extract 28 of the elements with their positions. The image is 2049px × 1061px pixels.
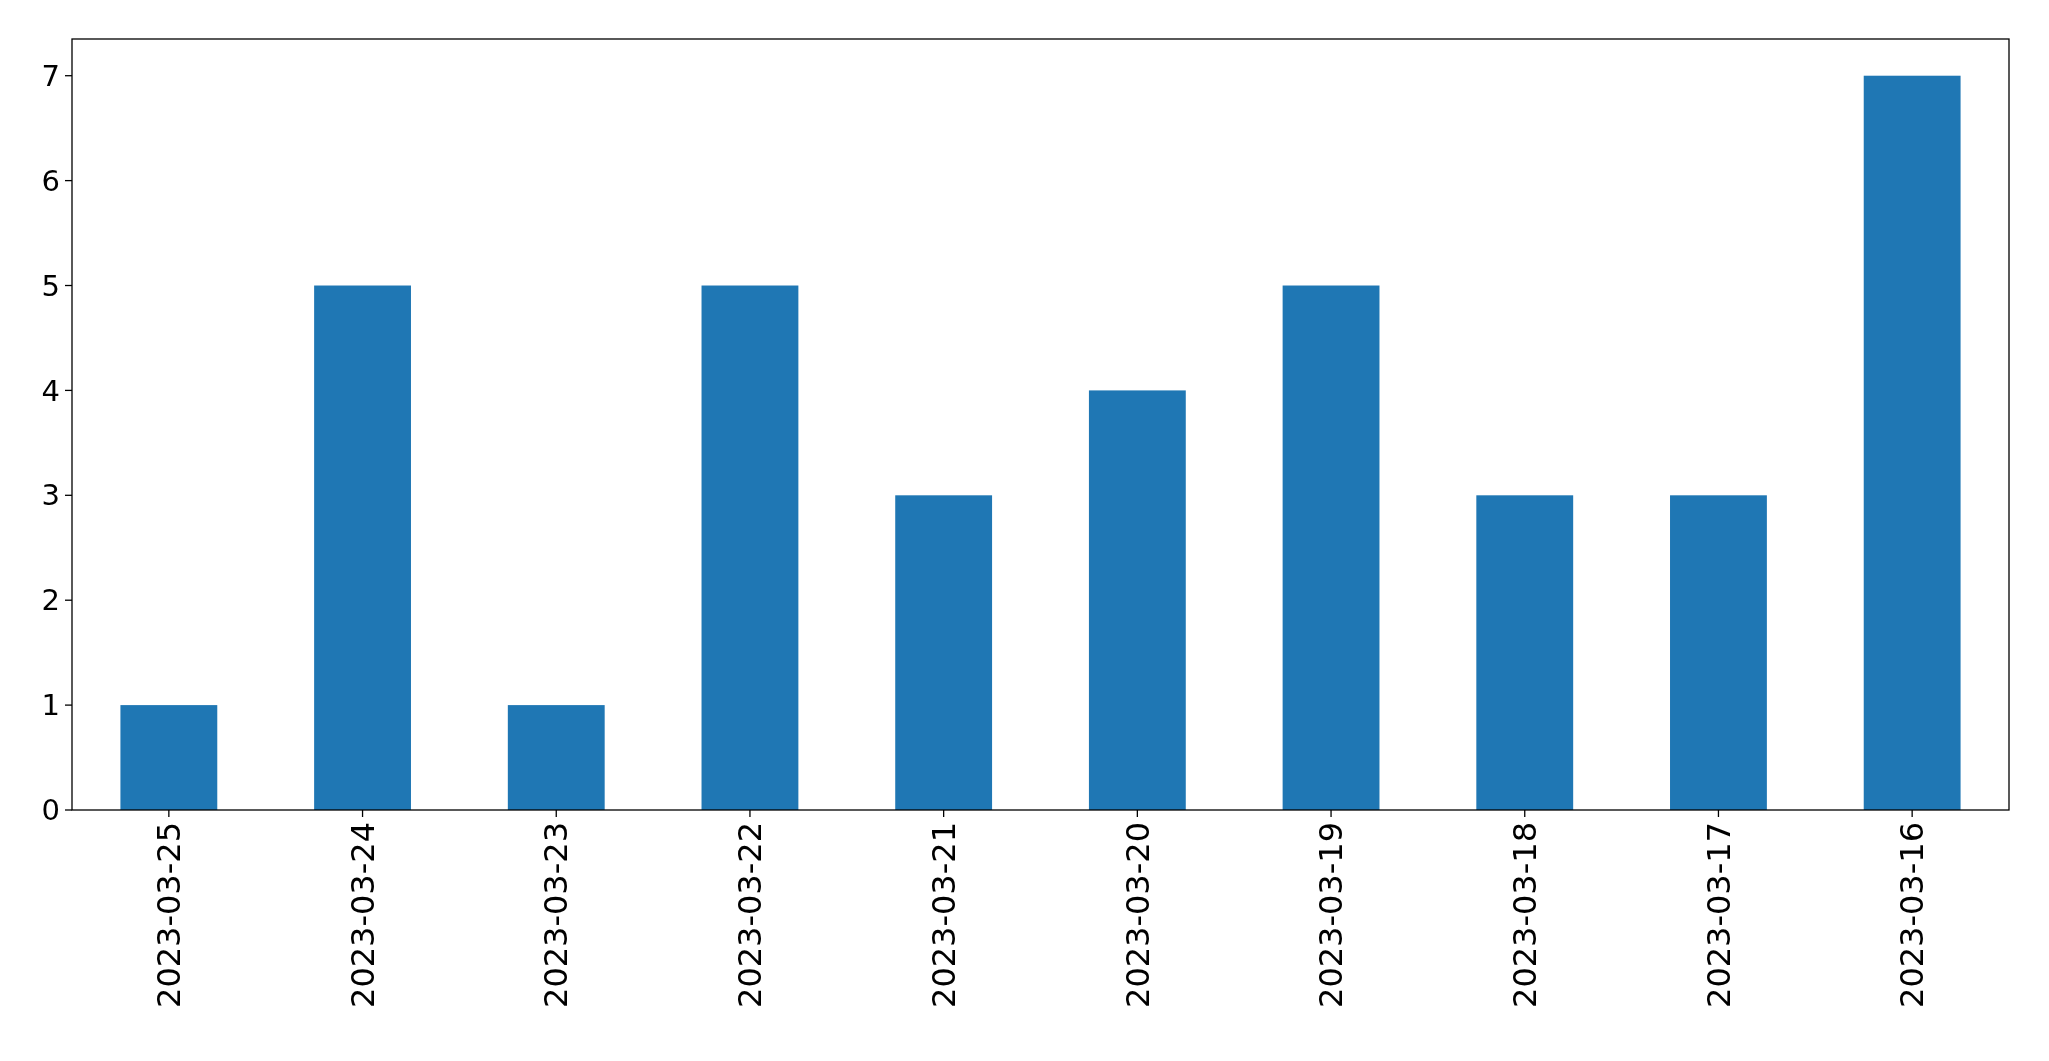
y-tick-label: 1 xyxy=(41,688,60,723)
y-tick-label: 7 xyxy=(41,58,60,93)
bar xyxy=(507,705,605,810)
x-tick-label: 2023-03-18 xyxy=(1505,822,1544,1008)
bar xyxy=(1670,495,1767,810)
x-tick-label: 2023-03-24 xyxy=(343,822,382,1008)
y-tick-label: 6 xyxy=(41,163,60,198)
x-tick-label: 2023-03-19 xyxy=(1312,822,1351,1008)
y-tick-label: 0 xyxy=(41,793,60,828)
bar xyxy=(895,495,993,810)
y-tick-label: 2 xyxy=(41,583,60,618)
y-tick-label: 3 xyxy=(41,478,60,513)
y-tick-label: 5 xyxy=(41,268,60,303)
x-tick-label: 2023-03-21 xyxy=(924,822,963,1008)
x-tick-label: 2023-03-23 xyxy=(537,822,576,1008)
bar xyxy=(314,285,411,810)
x-tick-label: 2023-03-17 xyxy=(1699,822,1738,1008)
bar xyxy=(701,285,799,810)
bar xyxy=(1282,285,1380,810)
x-tick-label: 2023-03-25 xyxy=(150,822,189,1008)
bar xyxy=(1088,390,1186,810)
bar xyxy=(120,705,218,810)
bar xyxy=(1863,75,1961,810)
bar xyxy=(1476,495,1574,810)
x-tick-label: 2023-03-16 xyxy=(1893,822,1932,1008)
x-tick-label: 2023-03-22 xyxy=(731,822,770,1008)
y-tick-label: 4 xyxy=(41,373,60,408)
x-tick-label: 2023-03-20 xyxy=(1118,822,1157,1008)
